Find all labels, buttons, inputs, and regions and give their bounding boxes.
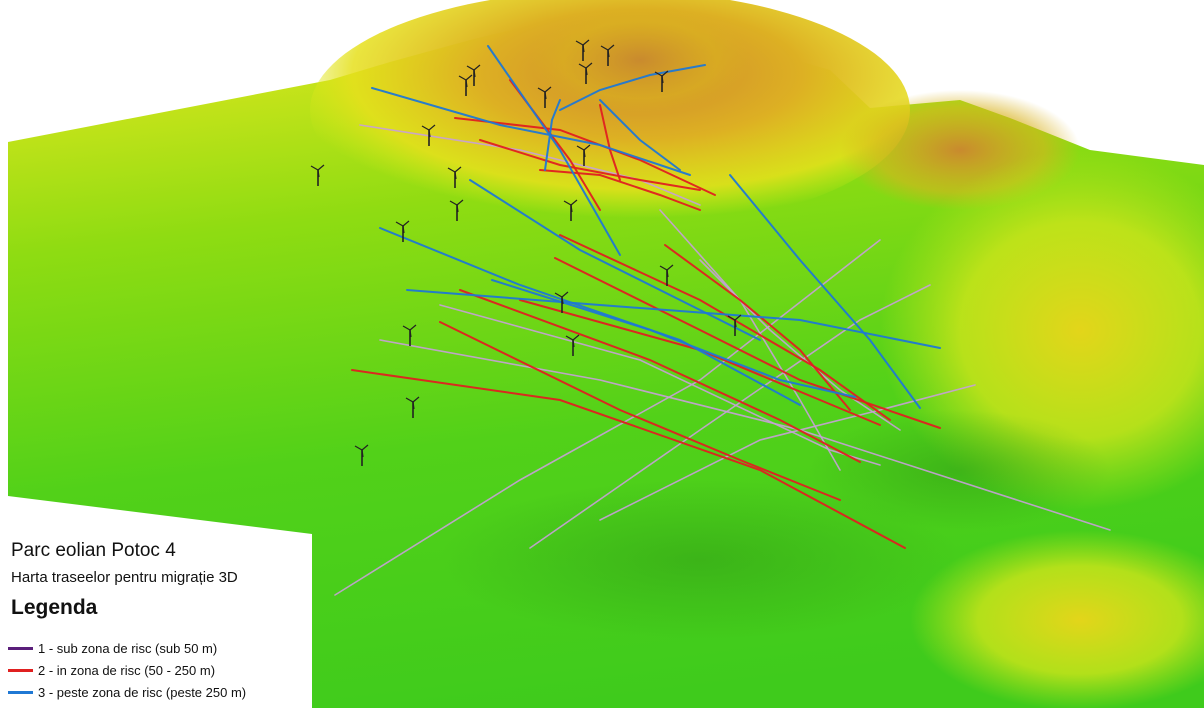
wind-turbine-icon[interactable] bbox=[449, 199, 464, 221]
flight-path bbox=[699, 259, 901, 431]
flight-path bbox=[359, 124, 701, 206]
flight-path bbox=[544, 99, 561, 171]
migration-flight-paths bbox=[334, 45, 1111, 596]
legend-item-risk: 2 - in zona de risc (50 - 250 m) bbox=[8, 660, 215, 680]
map-title: Parc eolian Potoc 4 bbox=[11, 540, 176, 561]
wind-turbine-icon[interactable] bbox=[402, 324, 417, 346]
flight-path bbox=[519, 299, 881, 426]
wind-turbine-icon[interactable] bbox=[466, 64, 481, 86]
map-legend: Parc eolian Potoc 4 Harta traseelor pent… bbox=[0, 534, 312, 708]
flight-path bbox=[479, 139, 701, 191]
flight-path bbox=[406, 289, 941, 349]
flight-path bbox=[729, 174, 921, 409]
legend-swatch-risk bbox=[8, 668, 33, 672]
wind-turbine-icon[interactable] bbox=[654, 70, 669, 92]
flight-path bbox=[599, 384, 976, 521]
wind-turbine-icon[interactable] bbox=[578, 62, 593, 84]
wind-turbine-icon[interactable] bbox=[537, 86, 552, 108]
flight-path bbox=[491, 279, 856, 398]
wind-turbine-icon[interactable] bbox=[659, 264, 674, 286]
legend-item-high: 3 - peste zona de risc (peste 250 m) bbox=[8, 682, 246, 702]
flight-path bbox=[559, 234, 891, 421]
flight-path bbox=[439, 304, 881, 466]
wind-turbine-icon[interactable] bbox=[565, 334, 580, 356]
legend-label-low: 1 - sub zona de risc (sub 50 m) bbox=[38, 640, 218, 656]
wind-turbine-icon[interactable] bbox=[395, 220, 410, 242]
legend-swatch-high bbox=[8, 690, 33, 694]
flight-path bbox=[487, 45, 621, 256]
map-subtitle: Harta traseelor pentru migrație 3D bbox=[11, 569, 238, 586]
wind-turbine-icon[interactable] bbox=[354, 444, 369, 466]
wind-turbine-icon[interactable] bbox=[447, 166, 462, 188]
flight-path bbox=[439, 321, 841, 501]
flight-path bbox=[529, 284, 931, 549]
legend-heading: Legenda bbox=[11, 596, 98, 619]
mountain-peak bbox=[530, 5, 750, 115]
mountain-ridge bbox=[310, 0, 910, 230]
flight-path bbox=[459, 289, 861, 463]
flight-path bbox=[379, 339, 1111, 531]
wind-turbine-icon[interactable] bbox=[421, 124, 436, 146]
wind-turbine-icon[interactable] bbox=[600, 44, 615, 66]
wind-turbine-icon[interactable] bbox=[576, 144, 591, 166]
flight-path bbox=[334, 239, 881, 596]
legend-swatch-low bbox=[8, 646, 33, 650]
plateau-southeast bbox=[910, 530, 1204, 708]
flight-path bbox=[559, 64, 706, 111]
wind-turbine-icon[interactable] bbox=[458, 74, 473, 96]
wind-turbines bbox=[310, 39, 742, 466]
wind-turbine-icon[interactable] bbox=[575, 39, 590, 61]
wind-turbine-icon[interactable] bbox=[727, 314, 742, 336]
flight-path bbox=[469, 179, 761, 341]
flight-path bbox=[599, 104, 621, 181]
wind-turbine-icon[interactable] bbox=[405, 396, 420, 418]
flight-path bbox=[659, 209, 841, 471]
legend-item-low: 1 - sub zona de risc (sub 50 m) bbox=[8, 638, 217, 658]
flight-path bbox=[539, 169, 701, 211]
legend-label-high: 3 - peste zona de risc (peste 250 m) bbox=[38, 684, 247, 700]
flight-path bbox=[599, 99, 681, 171]
wind-turbine-icon[interactable] bbox=[563, 199, 578, 221]
wind-turbine-icon[interactable] bbox=[554, 291, 569, 313]
valley-shade-2 bbox=[810, 410, 1110, 530]
wind-turbine-icon[interactable] bbox=[310, 164, 325, 186]
flight-path bbox=[664, 244, 851, 411]
flight-path bbox=[351, 369, 906, 549]
legend-label-risk: 2 - in zona de risc (50 - 250 m) bbox=[38, 662, 216, 678]
flight-path bbox=[554, 257, 941, 429]
flight-path bbox=[379, 227, 801, 406]
